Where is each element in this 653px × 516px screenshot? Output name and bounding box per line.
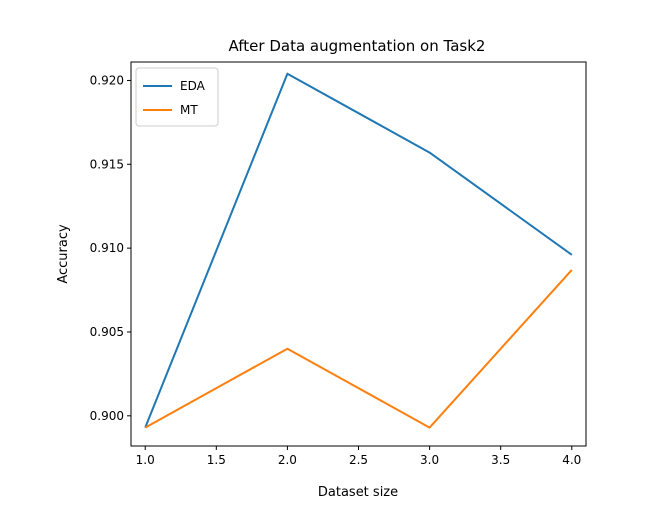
y-tick-label: 0.915 <box>90 157 124 171</box>
chart-title: After Data augmentation on Task2 <box>229 37 486 55</box>
x-tick-label: 4.0 <box>562 453 581 467</box>
legend-label-eda: EDA <box>180 79 206 93</box>
x-tick-label: 3.0 <box>420 453 439 467</box>
series-line-mt <box>144 269 573 429</box>
y-tick-label: 0.905 <box>90 325 124 339</box>
y-tick-label: 0.920 <box>90 73 124 87</box>
x-axis-label: Dataset size <box>318 485 398 500</box>
x-axis: 1.0 1.5 2.0 2.5 3.0 3.5 4.0 <box>136 446 581 467</box>
y-axis: 0.900 0.905 0.910 0.915 0.920 <box>90 73 131 423</box>
x-tick-label: 1.0 <box>136 453 155 467</box>
x-tick-label: 3.5 <box>491 453 510 467</box>
x-tick-label: 2.0 <box>278 453 297 467</box>
y-axis-label: Accuracy <box>56 224 71 284</box>
x-tick-label: 2.5 <box>349 453 368 467</box>
y-tick-label: 0.900 <box>90 409 124 423</box>
legend: EDA MT <box>135 67 219 127</box>
series-line-eda <box>144 72 573 428</box>
legend-box <box>135 67 219 127</box>
x-tick-label: 1.5 <box>207 453 226 467</box>
series-layer <box>144 72 573 429</box>
legend-label-mt: MT <box>180 103 198 117</box>
y-tick-label: 0.910 <box>90 241 124 255</box>
